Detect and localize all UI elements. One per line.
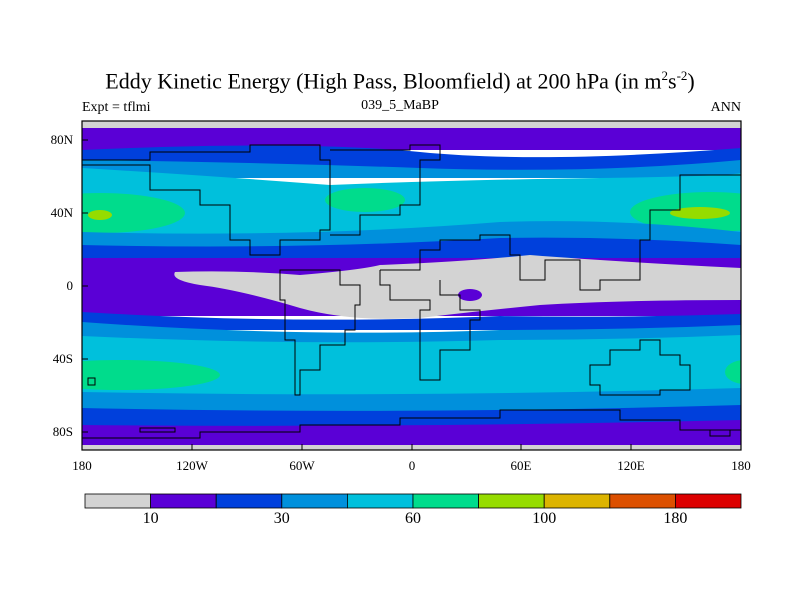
colorbar-box-3	[281, 493, 348, 509]
jet-green-south	[82, 360, 220, 390]
lon-label: 120E	[617, 458, 645, 473]
colorbar-box-6	[478, 493, 545, 509]
lon-label: 180	[731, 458, 751, 473]
colorbar-label: 180	[663, 510, 688, 527]
colorbar-box-2	[215, 493, 283, 509]
colorbar	[84, 493, 742, 509]
lat-label: 40S	[52, 351, 73, 366]
band-purple-s2	[82, 420, 741, 446]
contour-field	[82, 121, 741, 450]
region-gray-tropics	[174, 255, 741, 319]
lat-label: 0	[66, 278, 74, 293]
lat-label: 40N	[50, 205, 73, 220]
colorbar-box-0	[84, 493, 151, 509]
colorbar-box-8	[609, 493, 676, 509]
band-cyan-south	[82, 335, 741, 400]
lon-label: 0	[408, 458, 416, 473]
band-gray-north	[82, 121, 741, 129]
lon-label: 180	[72, 458, 92, 473]
lon-label: 120W	[176, 458, 208, 473]
colorbar-box-4	[346, 493, 414, 509]
experiment-label: Expt = tflmi	[82, 100, 151, 115]
plot-title: Eddy Kinetic Energy (High Pass, Bloomfie…	[105, 68, 695, 94]
season-label: ANN	[710, 100, 741, 115]
jet-green-atlantic	[82, 193, 185, 233]
band-midblue-north	[82, 160, 741, 178]
jet-green-europe	[325, 188, 405, 212]
colorbar-label: 30	[273, 510, 290, 527]
colorbar-box-7	[543, 493, 611, 509]
colorbar-box-5	[412, 493, 479, 509]
band-purple-north	[82, 128, 741, 150]
colorbar-label: 60	[405, 510, 421, 527]
band-midblue-south	[82, 322, 741, 345]
colorbar-label: 100	[532, 510, 557, 527]
axis-ticks	[81, 139, 742, 450]
case-label: 039_5_MaBP	[361, 98, 439, 113]
colorbar-box-9	[675, 493, 742, 509]
lon-label: 60W	[289, 458, 315, 473]
lon-label: 60E	[510, 458, 532, 473]
coastlines	[82, 144, 741, 439]
colorbar-label: 10	[142, 510, 159, 527]
band-blue-n2	[82, 237, 741, 262]
lat-label: 80S	[52, 424, 73, 439]
band-midblue-s2	[82, 388, 741, 415]
colorbar-box-1	[150, 493, 217, 509]
lat-label: 80N	[50, 132, 73, 147]
band-blue-south	[82, 312, 741, 330]
